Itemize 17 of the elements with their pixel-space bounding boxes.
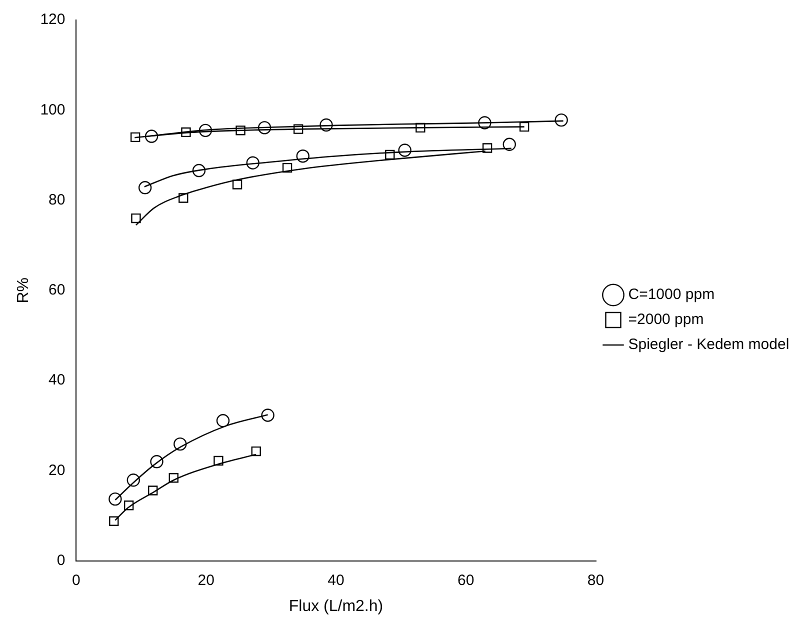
y-tick-label: 0	[56, 552, 66, 569]
y-axis-title: R%	[15, 278, 32, 304]
y-tick-label: 20	[48, 462, 66, 479]
y-tick-label: 80	[48, 191, 66, 208]
x-axis-title: Flux (L/m2.h)	[288, 598, 384, 615]
x-tick-label: 40	[328, 572, 344, 589]
x-tick-label: 0	[72, 572, 80, 589]
y-tick-label: 60	[48, 282, 66, 299]
x-tick-label: 20	[198, 572, 214, 589]
x-tick-label: 60	[458, 572, 474, 589]
legend-label: =2000 ppm	[628, 311, 704, 328]
legend-label: Spiegler - Kedem model	[628, 336, 790, 354]
x-tick-label: 80	[587, 572, 604, 589]
y-tick-label: 40	[48, 372, 66, 389]
y-tick-label: 120	[40, 11, 66, 28]
legend-label: C=1000 ppm	[628, 286, 715, 304]
y-tick-label: 100	[40, 101, 66, 118]
